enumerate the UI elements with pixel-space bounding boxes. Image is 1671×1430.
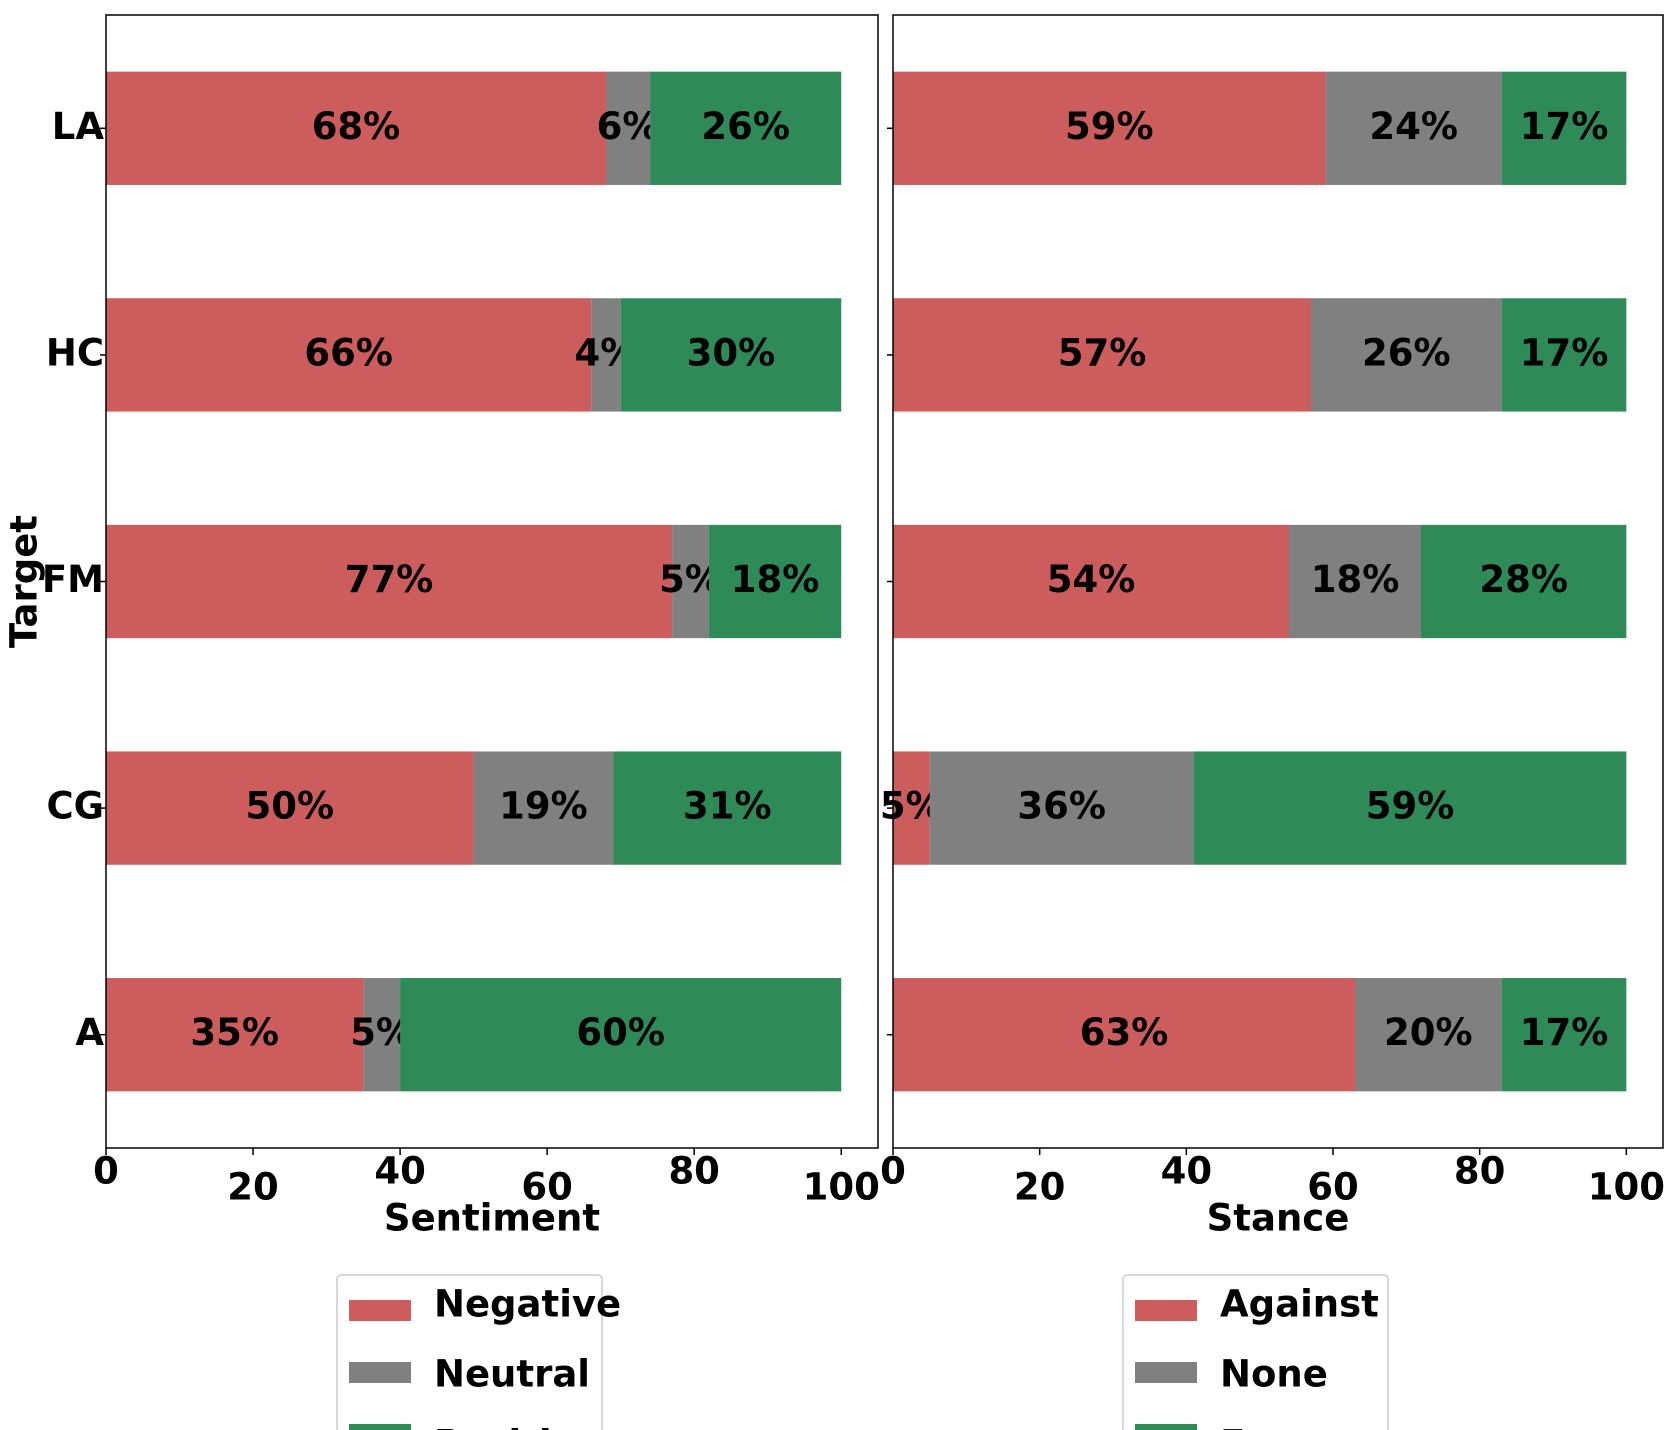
- data-label: 57%: [1058, 331, 1147, 374]
- data-label: 59%: [1366, 785, 1455, 828]
- bar-segment: [106, 298, 592, 412]
- x-tick-label: 100: [803, 1166, 880, 1209]
- legend-swatch: [1135, 1362, 1197, 1383]
- data-label: 35%: [190, 1011, 279, 1054]
- x-tick-label: 80: [1454, 1150, 1506, 1193]
- bar-segment: [1193, 751, 1627, 865]
- data-label: 77%: [345, 558, 434, 601]
- x-axis-label: Sentiment: [384, 1197, 600, 1240]
- x-tick-label: 40: [1161, 1150, 1213, 1193]
- bar-segment: [893, 751, 930, 865]
- bar-segment: [363, 978, 401, 1092]
- bar-segment: [1311, 298, 1502, 412]
- data-label: 54%: [1047, 558, 1136, 601]
- x-axis-label: Stance: [1207, 1197, 1350, 1240]
- data-label: 59%: [1065, 105, 1154, 148]
- legend-swatch: [349, 1424, 411, 1430]
- data-label: 26%: [701, 105, 790, 148]
- data-label: 50%: [246, 785, 335, 828]
- bar-segment: [620, 298, 842, 412]
- data-label: 20%: [1384, 1011, 1473, 1054]
- data-label: 26%: [1362, 331, 1451, 374]
- x-tick-label: 60: [521, 1166, 573, 1209]
- bar-segment: [893, 71, 1326, 185]
- data-label: 17%: [1520, 331, 1609, 374]
- bar-segment: [1501, 978, 1627, 1092]
- bar-segment: [1289, 524, 1421, 639]
- legend-label: Negative: [434, 1283, 621, 1326]
- data-label: 24%: [1369, 105, 1458, 148]
- x-tick-label: 0: [880, 1150, 906, 1193]
- bar-segment: [650, 71, 842, 185]
- y-tick-label: FM: [42, 558, 104, 601]
- data-label: 6%: [597, 105, 660, 148]
- y-tick-label: A: [75, 1011, 104, 1054]
- y-axis-label: Target: [3, 515, 46, 648]
- data-label: 17%: [1520, 105, 1609, 148]
- x-tick-label: 80: [668, 1150, 720, 1193]
- x-tick-label: 60: [1307, 1166, 1359, 1209]
- bar-segment: [106, 751, 474, 865]
- legend-label: Favor: [1220, 1423, 1337, 1430]
- data-label: 19%: [499, 785, 588, 828]
- bar-segment: [893, 524, 1289, 639]
- x-tick-label: 40: [374, 1150, 426, 1193]
- legend-label: Neutral: [434, 1353, 590, 1396]
- y-tick-label: LA: [52, 105, 105, 148]
- x-tick-label: 100: [1588, 1166, 1665, 1209]
- data-label: 28%: [1479, 558, 1568, 601]
- data-label: 68%: [312, 105, 401, 148]
- axes-frame: [105, 14, 879, 1149]
- bar-segment: [106, 978, 364, 1092]
- x-tick-label: 20: [227, 1166, 279, 1209]
- bar-segment: [1501, 71, 1627, 185]
- bar-segment: [613, 751, 842, 865]
- axes-frame: [892, 14, 1664, 1149]
- legend-label: Positive: [434, 1423, 601, 1430]
- y-tick-label: CG: [46, 785, 104, 828]
- bar-segment: [1355, 978, 1502, 1092]
- bar-segment: [1501, 298, 1627, 412]
- data-label: 18%: [1311, 558, 1400, 601]
- bar-segment: [1421, 524, 1627, 639]
- legend-swatch: [1135, 1424, 1197, 1430]
- legend-swatch: [349, 1300, 411, 1321]
- bar-segment: [893, 298, 1311, 412]
- data-label: 66%: [304, 331, 393, 374]
- data-label: 18%: [731, 558, 820, 601]
- legend-label: None: [1220, 1353, 1328, 1396]
- bar-segment: [591, 298, 621, 412]
- bar-segment: [400, 978, 842, 1092]
- legend-label: Against: [1220, 1283, 1379, 1326]
- legend-swatch: [349, 1362, 411, 1383]
- y-tick-label: HC: [46, 331, 104, 374]
- data-label: 60%: [576, 1011, 665, 1054]
- bar-segment: [672, 524, 709, 639]
- data-label: 36%: [1017, 785, 1106, 828]
- bar-segment: [605, 71, 651, 185]
- bar-segment: [1325, 71, 1502, 185]
- x-tick-label: 0: [93, 1150, 119, 1193]
- bar-segment: [929, 751, 1194, 865]
- data-label: 63%: [1080, 1011, 1169, 1054]
- bar-segment: [106, 524, 673, 639]
- data-label: 17%: [1520, 1011, 1609, 1054]
- data-label: 30%: [687, 331, 776, 374]
- bar-segment: [708, 524, 842, 639]
- bar-segment: [893, 978, 1355, 1092]
- bar-segment: [106, 71, 606, 185]
- bar-segment: [473, 751, 614, 865]
- data-label: 31%: [683, 785, 772, 828]
- legend-swatch: [1135, 1300, 1197, 1321]
- x-tick-label: 20: [1014, 1166, 1066, 1209]
